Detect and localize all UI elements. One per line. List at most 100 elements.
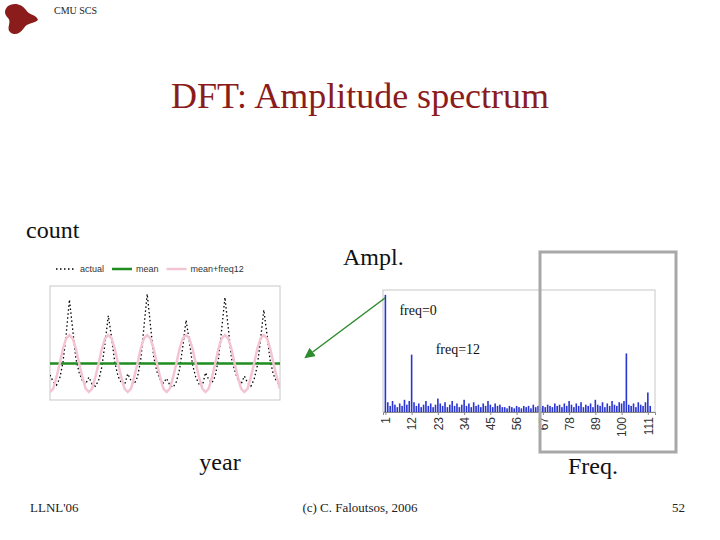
series-line	[50, 335, 280, 392]
tick-label: 89	[589, 417, 603, 431]
bar	[478, 405, 480, 412]
bar	[413, 402, 415, 412]
header: CMU SCS	[54, 5, 97, 16]
bar	[461, 405, 463, 412]
bar	[585, 405, 587, 412]
tick-label: 1	[379, 417, 393, 424]
bar	[611, 401, 613, 412]
tick-label: 34	[458, 417, 472, 431]
bar	[533, 405, 535, 412]
tick-mark	[517, 412, 518, 415]
bar	[490, 405, 492, 412]
bar	[428, 406, 430, 412]
tick: 100	[615, 412, 629, 437]
bar	[459, 407, 461, 412]
bar	[609, 406, 611, 412]
bar	[633, 403, 635, 412]
highlight-box	[540, 252, 676, 452]
bar	[606, 403, 608, 412]
bar	[437, 399, 439, 412]
bar	[604, 407, 606, 412]
tick-label: 45	[484, 417, 498, 431]
legend-label: mean+freq12	[191, 264, 244, 274]
bar	[442, 406, 444, 412]
tick: 111	[642, 412, 656, 435]
y-axis-title: Ampl.	[343, 244, 404, 270]
bar	[482, 403, 484, 412]
bar	[485, 406, 487, 412]
bar	[592, 407, 594, 412]
bar	[451, 401, 453, 412]
tick-label: 111	[642, 417, 656, 436]
footer-left: LLNL'06	[30, 500, 79, 515]
annotation: freq=0	[399, 303, 436, 318]
axis-line	[384, 413, 656, 416]
bar	[640, 405, 642, 412]
bar	[552, 407, 554, 412]
x-axis-title: Freq.	[568, 453, 618, 479]
bar	[470, 407, 472, 412]
tick: 12	[405, 412, 419, 430]
bar	[597, 405, 599, 412]
y-axis-title: count	[26, 217, 80, 243]
tick-mark	[464, 412, 465, 415]
bar	[516, 406, 518, 412]
legend-swatch	[112, 268, 132, 271]
bar	[523, 406, 525, 412]
tick-mark	[595, 412, 596, 415]
title: DFT: Amplitude spectrum	[171, 76, 549, 116]
bar	[392, 401, 394, 412]
bar	[575, 403, 577, 412]
slide: CMU SCSDFT: Amplitude spectrumLLNL'06(c)…	[0, 0, 720, 540]
bar	[397, 407, 399, 412]
tick-mark	[412, 412, 413, 415]
bar	[480, 407, 482, 412]
bar	[511, 407, 513, 412]
bar	[454, 406, 456, 412]
bar	[642, 406, 644, 412]
logo	[5, 4, 38, 34]
plot-area	[50, 294, 280, 392]
bar	[561, 407, 563, 412]
bar	[449, 405, 451, 412]
page-number: 52	[672, 500, 685, 515]
bar	[466, 406, 468, 412]
bar	[418, 403, 420, 412]
tick-label: 100	[615, 417, 629, 437]
tick-label: 56	[510, 417, 524, 431]
bar	[430, 403, 432, 412]
bar	[564, 403, 566, 412]
bar	[408, 401, 410, 412]
bar	[547, 405, 549, 412]
bar	[544, 407, 546, 412]
plot-area	[385, 295, 651, 412]
tick: 56	[510, 412, 524, 430]
bar	[590, 403, 592, 412]
bar	[595, 400, 597, 412]
bar	[399, 403, 401, 412]
bar	[614, 405, 616, 412]
bar	[487, 401, 489, 412]
bar	[389, 406, 391, 412]
bar	[463, 400, 465, 412]
bar	[578, 406, 580, 412]
bar	[423, 405, 425, 412]
bar	[439, 403, 441, 412]
bar	[530, 408, 532, 412]
bar	[549, 406, 551, 412]
bar	[447, 407, 449, 412]
bar	[456, 403, 458, 412]
tick-mark	[569, 412, 570, 415]
legend: actualmeanmean+freq12	[56, 264, 244, 274]
bar	[494, 403, 496, 412]
bar	[583, 407, 585, 412]
annotation: freq=12	[436, 342, 480, 357]
bar	[580, 402, 582, 412]
series-line	[50, 294, 280, 387]
bar	[444, 402, 446, 412]
bar	[525, 407, 527, 412]
bar	[618, 402, 620, 412]
legend-label: actual	[80, 264, 104, 274]
bar	[506, 408, 508, 412]
bar	[416, 406, 418, 412]
